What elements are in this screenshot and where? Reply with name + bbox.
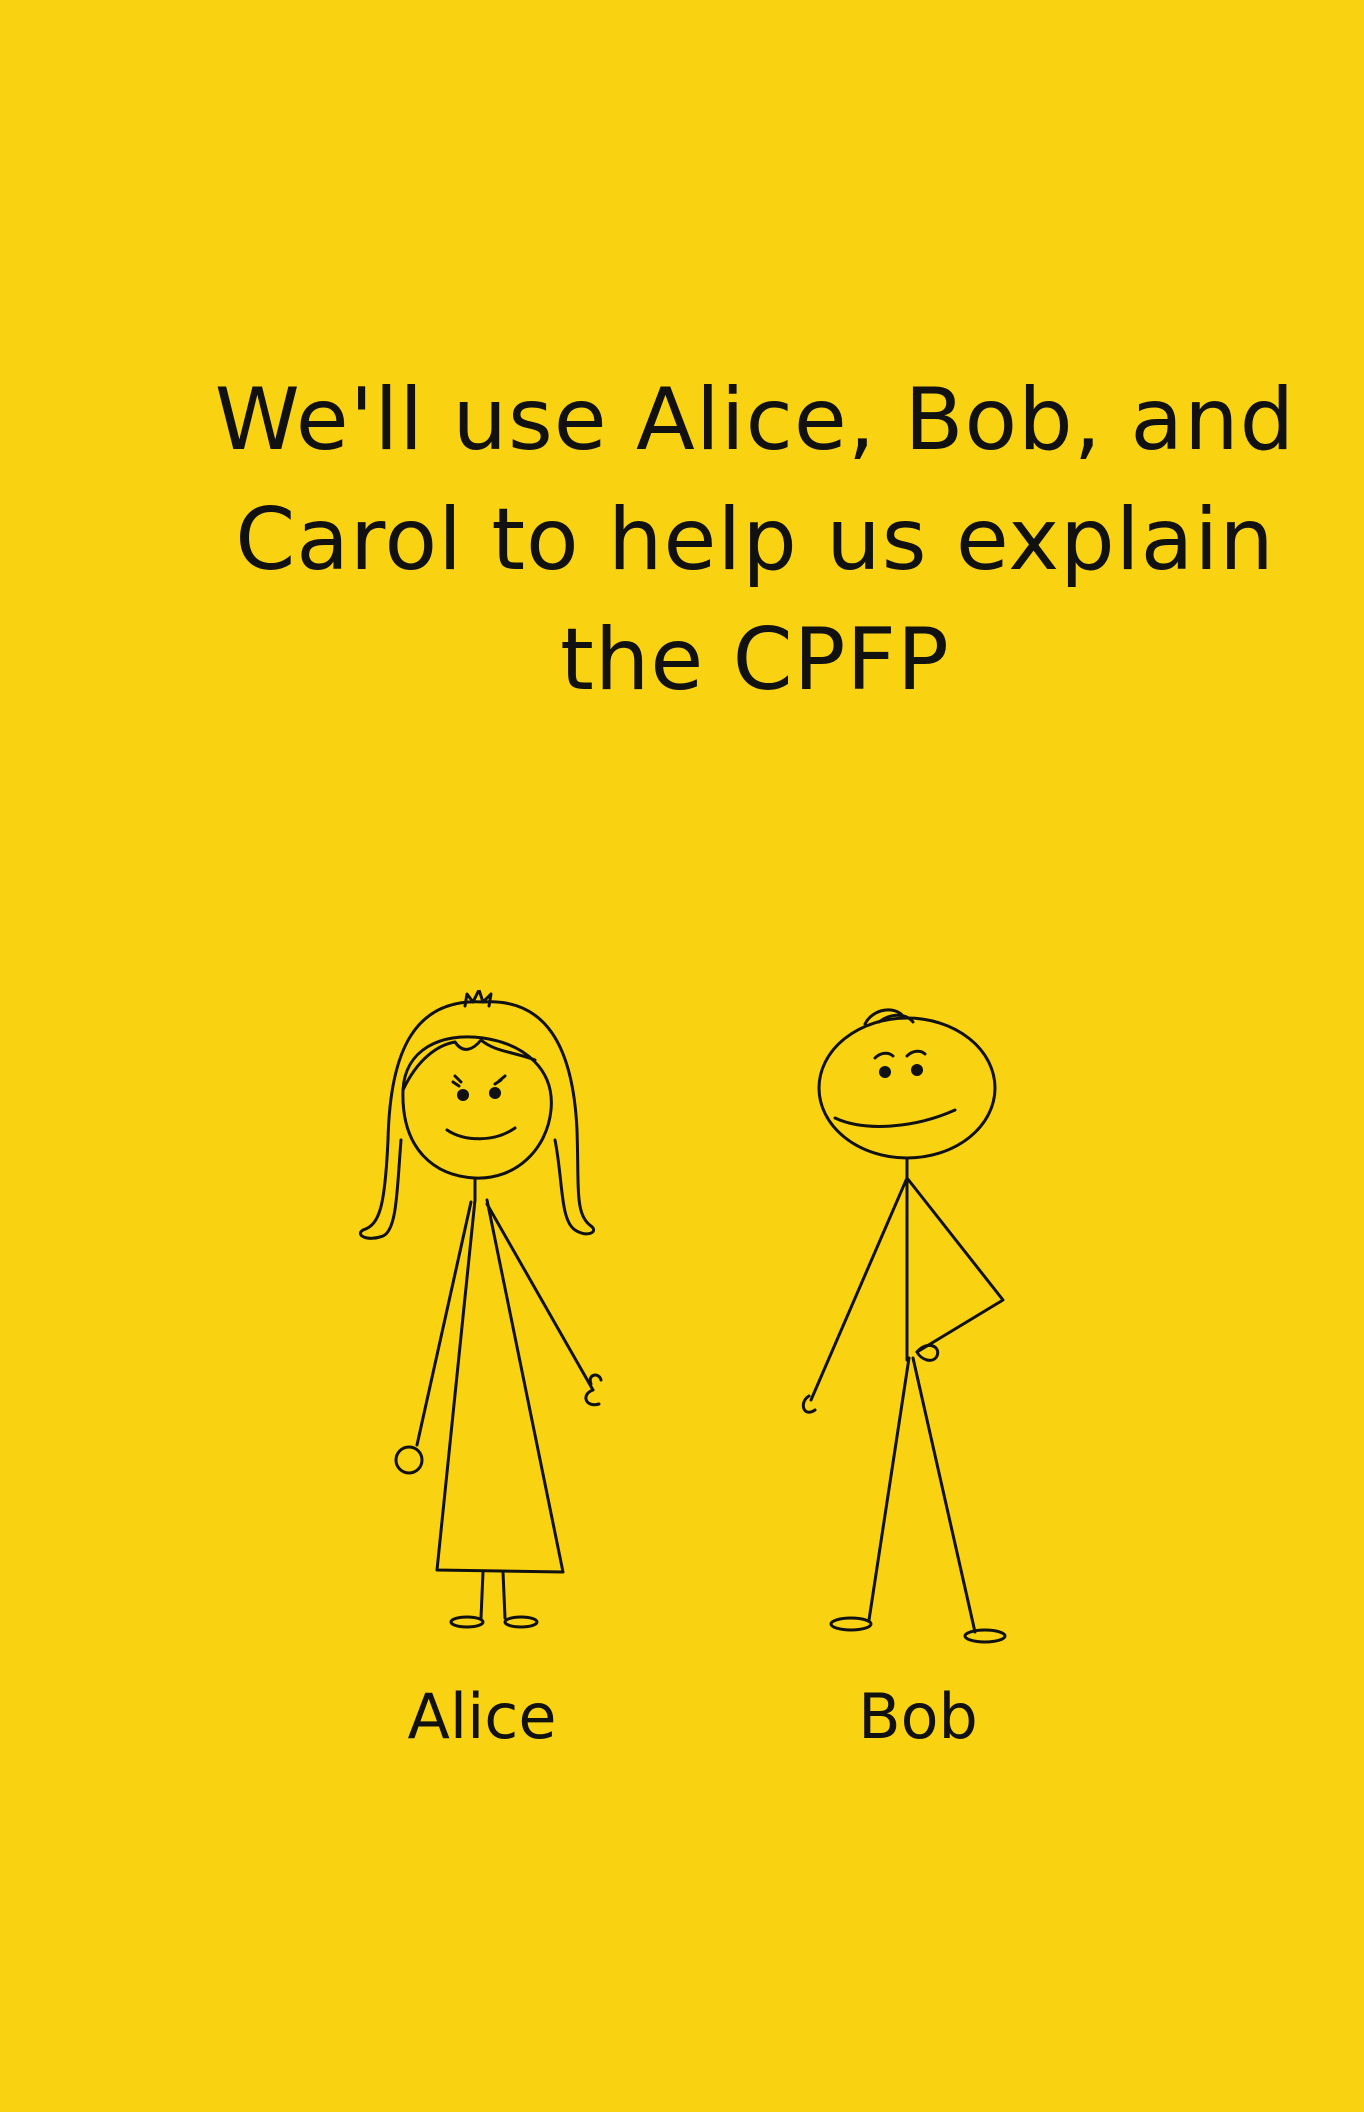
alice-stick-figure-icon — [359, 990, 603, 1629]
headline-line-1: We'll use Alice, Bob, and — [214, 370, 1296, 470]
bob-stick-figure-icon — [801, 1008, 1007, 1644]
headline-line-3: the CPFP — [560, 610, 950, 710]
headline-line-2: Carol to help us explain — [235, 490, 1275, 590]
bob-illustration — [795, 1000, 1035, 1650]
headline: We'll use Alice, Bob, and Carol to help … — [190, 360, 1320, 720]
bob-name-label: Bob — [858, 1680, 978, 1753]
alice-illustration — [355, 990, 620, 1650]
alice-name-label: Alice — [407, 1680, 557, 1753]
